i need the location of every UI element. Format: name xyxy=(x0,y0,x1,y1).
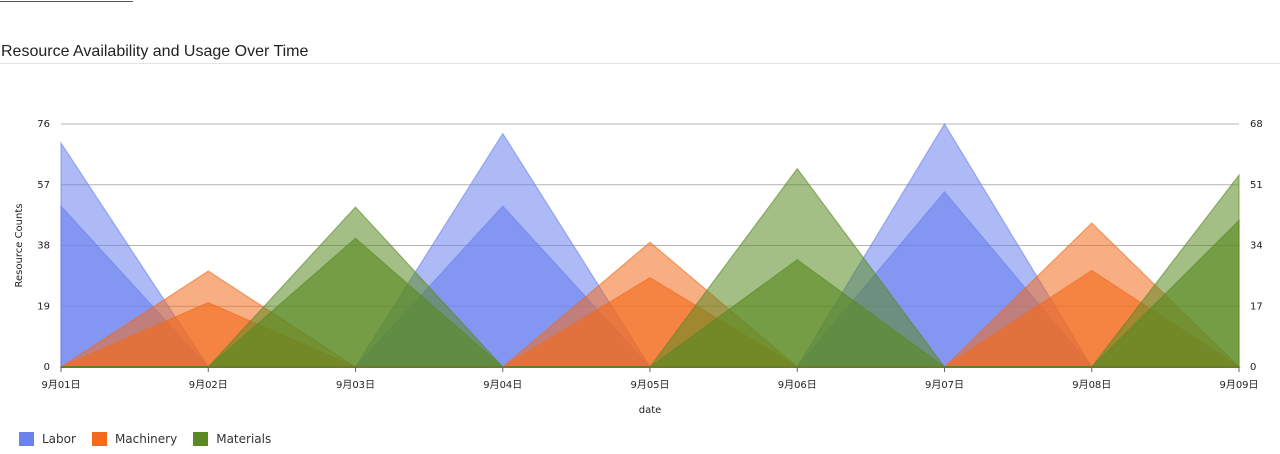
y-right-tick-label: 0 xyxy=(1250,362,1256,373)
y-left-tick-label: 19 xyxy=(37,301,50,312)
area-materials-usage xyxy=(61,219,1240,368)
x-tick-label: 9月02日 xyxy=(189,379,228,391)
y-left-tick-label: 0 xyxy=(44,362,50,373)
axis-layer: 0 19 38 57 76 0 17 34 51 68 9月01日 9月02日 9月03日 9月04日 9月… xyxy=(37,119,1262,391)
y-left-tick-label: 76 xyxy=(37,119,50,130)
legend-swatch xyxy=(91,432,107,446)
legend-item-labor[interactable]: Labor xyxy=(19,432,76,446)
legend-swatch xyxy=(19,432,34,446)
legend-item-machinery[interactable]: Machinery xyxy=(91,432,178,446)
legend-label: Labor xyxy=(42,432,76,446)
x-axis-title: date xyxy=(639,405,662,416)
x-tick-label: 9月04日 xyxy=(483,379,522,391)
y-left-tick-label: 57 xyxy=(37,180,50,191)
y-right-tick-label: 51 xyxy=(1250,180,1263,191)
y-right-tick-label: 34 xyxy=(1250,241,1263,252)
y-axis-title: Resource Counts xyxy=(14,204,25,288)
x-tick-label: 9月06日 xyxy=(778,379,817,391)
legend-label: Materials xyxy=(216,432,272,446)
x-tick-label: 9月07日 xyxy=(925,379,964,391)
area-chart: 0 19 38 57 76 0 17 34 51 68 9月01日 9月02日 9月03日 9月04日 9月… xyxy=(14,119,1263,416)
chart-title: Resource Availability and Usage Over Tim… xyxy=(1,43,309,60)
top-tab-indicator[interactable] xyxy=(0,0,133,2)
x-tick-label: 9月03日 xyxy=(336,379,375,391)
chart-header: Resource Availability and Usage Over Tim… xyxy=(0,40,1280,64)
x-tick-label: 9月08日 xyxy=(1072,379,1111,391)
legend-item-materials[interactable]: Materials xyxy=(193,432,271,446)
legend-label: Machinery xyxy=(114,432,178,446)
x-tick-label: 9月01日 xyxy=(41,379,80,391)
area-layer xyxy=(58,122,1242,368)
x-tick-label: 9月09日 xyxy=(1219,379,1258,391)
y-left-tick-label: 38 xyxy=(37,241,50,252)
legend-swatch xyxy=(193,432,209,446)
x-tick-label: 9月05日 xyxy=(630,379,669,391)
chart-legend: Labor Machinery Materials xyxy=(19,430,287,448)
y-right-tick-label: 17 xyxy=(1250,301,1263,312)
y-right-tick-label: 68 xyxy=(1250,119,1263,130)
